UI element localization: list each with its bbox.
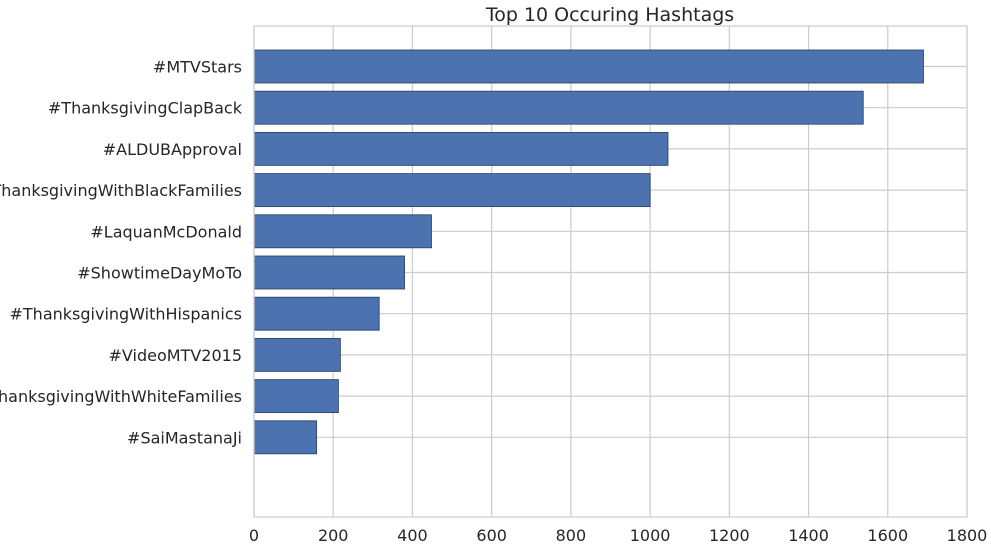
bar	[253, 90, 864, 125]
y-tick-label: #ALDUBApproval	[103, 140, 242, 159]
y-tick-label: #ThanksgivingWithBlackFamilies	[0, 181, 242, 200]
x-tick-label: 1200	[709, 526, 750, 545]
x-tick-label: 0	[249, 526, 259, 545]
bar	[253, 296, 380, 331]
bar	[253, 49, 924, 84]
x-tick-label: 1800	[947, 526, 988, 545]
y-tick-label: #ShowtimeDayMoTo	[77, 264, 242, 283]
y-tick-label: #ThanksgivingWithWhiteFamilies	[0, 387, 242, 406]
x-tick-label: 400	[397, 526, 428, 545]
bar	[253, 214, 432, 249]
y-tick-label: #MTVStars	[153, 58, 242, 77]
y-tick-label: #LaquanMcDonald	[90, 222, 242, 241]
bar	[253, 173, 651, 208]
bar	[253, 131, 669, 166]
x-tick-label: 1000	[630, 526, 671, 545]
x-tick-label: 800	[556, 526, 587, 545]
bar	[253, 420, 318, 455]
bar	[253, 379, 339, 414]
plot-frame	[253, 25, 968, 518]
x-tick-label: 600	[476, 526, 507, 545]
x-tick-label: 1400	[788, 526, 829, 545]
y-tick-label: #SaiMastanaJi	[127, 428, 242, 447]
x-tick-labels: 0 200 400 600 800 1000 1200 1400 1600 1800	[249, 526, 987, 545]
y-tick-labels: #MTVStars #ThanksgivingClapBack #ALDUBAppr…	[0, 58, 243, 448]
y-tick-label: #ThanksgivingWithHispanics	[10, 305, 243, 324]
bar	[253, 255, 405, 290]
x-tick-label: 200	[318, 526, 349, 545]
x-tick-label: 1600	[867, 526, 908, 545]
y-tick-label: #VideoMTV2015	[109, 346, 242, 365]
chart-title: Top 10 Occuring Hashtags	[485, 4, 734, 26]
bar	[253, 337, 341, 372]
bar-layer	[253, 49, 924, 455]
y-tick-label: #ThanksgivingClapBack	[48, 99, 243, 118]
